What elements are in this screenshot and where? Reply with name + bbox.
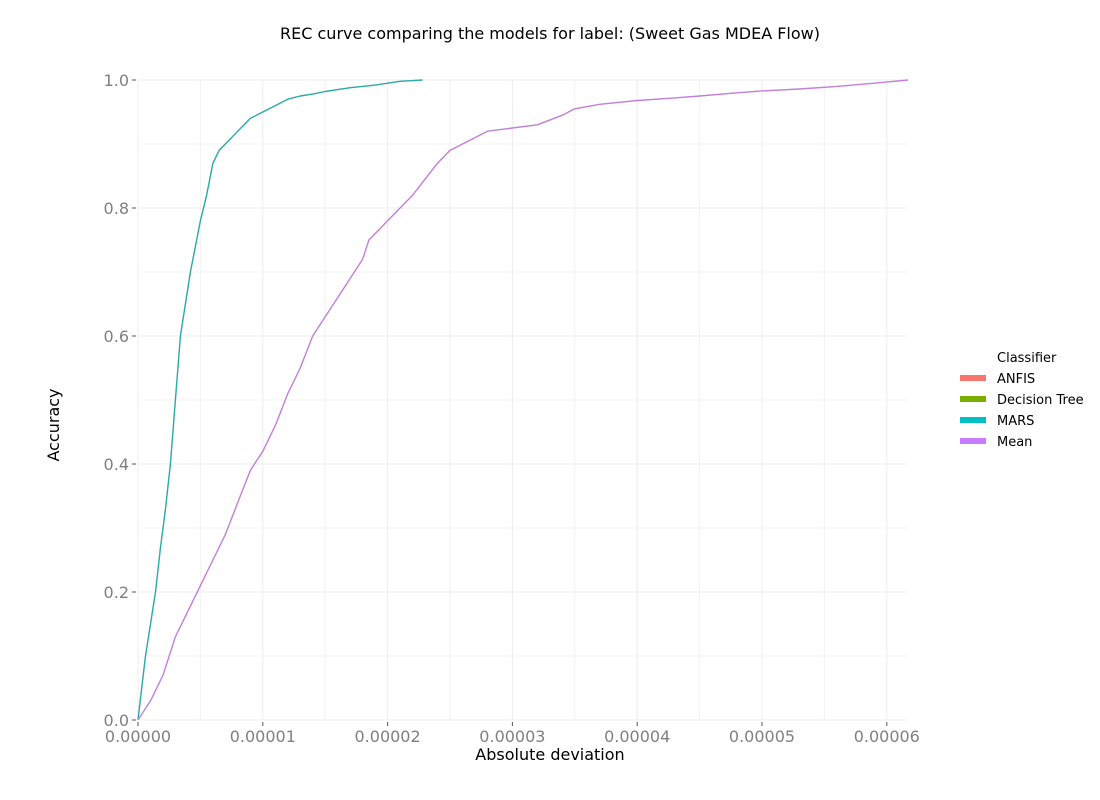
legend-swatch-anfis (960, 375, 986, 381)
x-tick-label: 0.00004 (604, 727, 670, 746)
x-tick-label: 0.00000 (105, 727, 171, 746)
x-tick-label: 0.00002 (355, 727, 421, 746)
legend-label-anfis: ANFIS (997, 372, 1035, 387)
x-tick-label: 0.00003 (479, 727, 545, 746)
x-tick-label: 0.00005 (729, 727, 795, 746)
x-tick-label: 0.00006 (854, 727, 920, 746)
series-line-mars (137, 79, 423, 721)
y-tick-label: 0.8 (104, 199, 129, 218)
plot-axes: 0.0 0.2 0.4 0.6 0.8 1.0 0.00000 0.00001 0.00002 0… (104, 71, 920, 746)
legend: Classifier ANFIS Decision Tree MARS Mean (960, 351, 1084, 450)
y-tick-label: 0.2 (104, 583, 129, 602)
y-tick-label: 0.4 (104, 455, 129, 474)
y-tick-label: 0.0 (104, 711, 129, 730)
chart-title: REC curve comparing the models for label… (280, 24, 820, 43)
series-line-mean (137, 79, 909, 721)
legend-label-mean: Mean (997, 435, 1032, 450)
legend-label-mars: MARS (997, 414, 1034, 429)
plot-series (137, 79, 909, 721)
x-tick-label: 0.00001 (230, 727, 296, 746)
y-tick-label: 1.0 (104, 71, 129, 90)
y-tick-label: 0.6 (104, 327, 129, 346)
plot-grid (137, 79, 908, 721)
y-axis-title: Accuracy (44, 388, 63, 461)
legend-swatch-mean (960, 438, 986, 444)
legend-swatch-decision-tree (960, 396, 986, 402)
legend-label-decision-tree: Decision Tree (997, 393, 1084, 408)
legend-swatch-mars (960, 417, 986, 423)
legend-title: Classifier (997, 351, 1057, 366)
x-axis-title: Absolute deviation (475, 745, 624, 764)
